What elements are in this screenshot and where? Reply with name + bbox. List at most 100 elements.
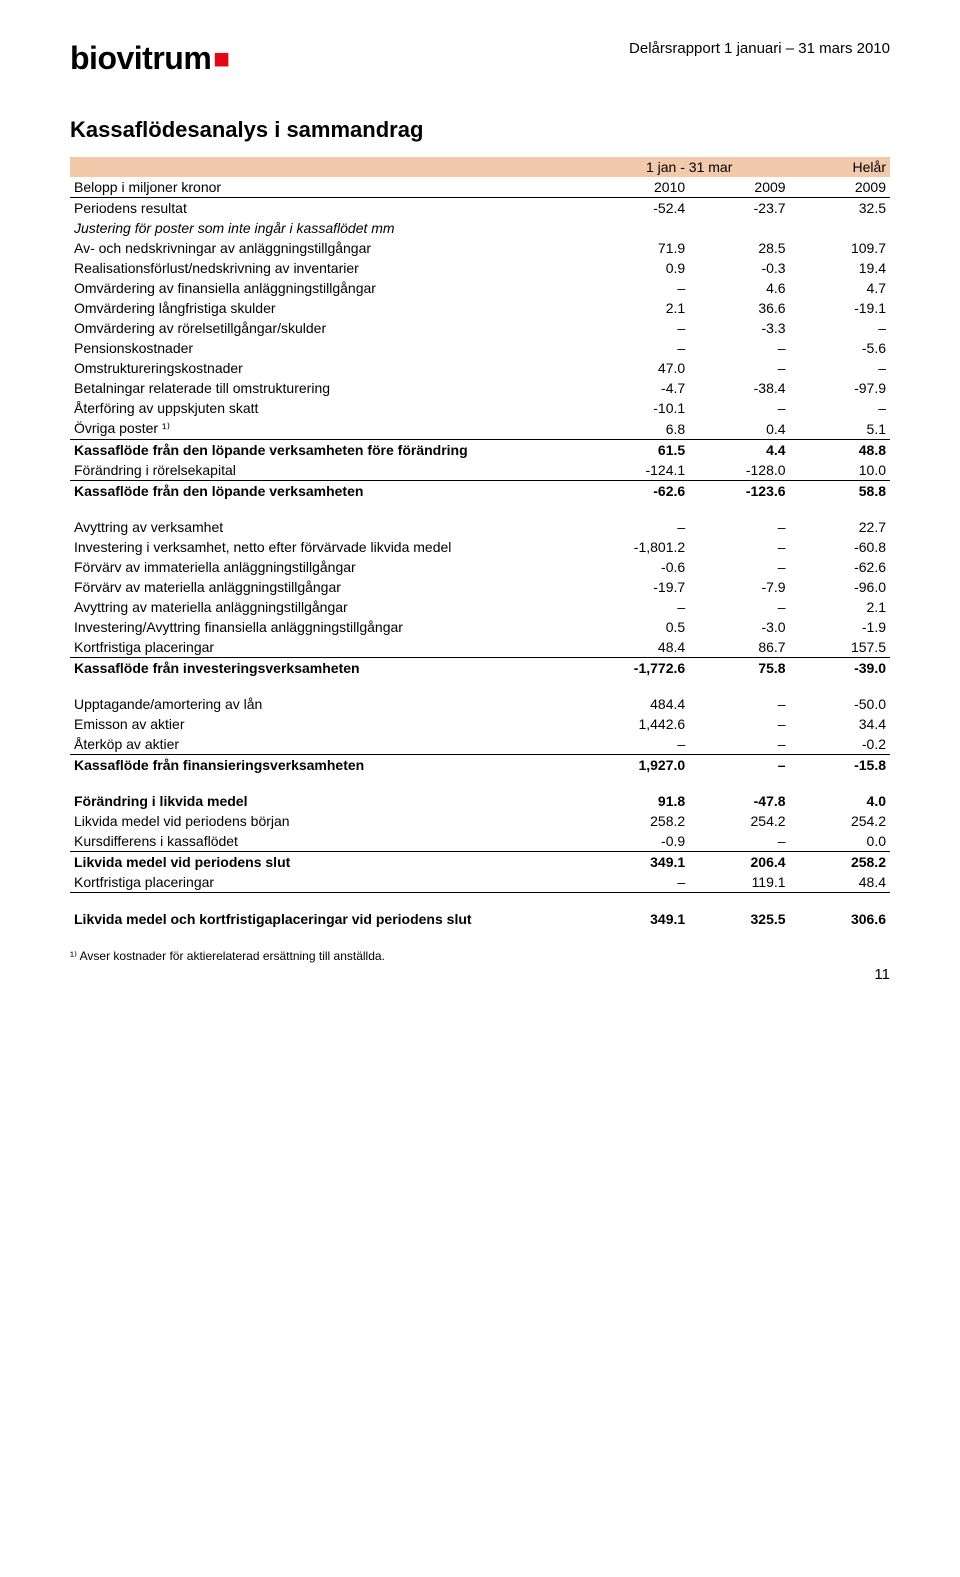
row-value: -39.0 [790,658,890,679]
row-value: 36.6 [689,298,789,318]
row-value: – [689,597,789,617]
row-value: 0.4 [689,418,789,440]
table-row: Omvärdering långfristiga skulder2.136.6-… [70,298,890,318]
row-value: – [689,755,789,776]
row-label: Omvärdering långfristiga skulder [70,298,589,318]
row-label: Likvida medel vid periodens början [70,811,589,831]
row-value: 5.1 [790,418,890,440]
row-value: -1,772.6 [589,658,689,679]
row-value: -0.3 [689,258,789,278]
row-value: – [589,318,689,338]
row-value: -62.6 [589,481,689,502]
row-value: – [689,694,789,714]
section-title: Kassaflödesanalys i sammandrag [70,117,890,143]
row-value: -10.1 [589,398,689,418]
row-value: – [689,517,789,537]
row-value: -3.0 [689,617,789,637]
row-label: Upptagande/amortering av lån [70,694,589,714]
row-value: -60.8 [790,537,890,557]
row-value: 349.1 [589,909,689,929]
table-row: Upptagande/amortering av lån484.4–-50.0 [70,694,890,714]
row-value [790,218,890,238]
table-row: Förändring i likvida medel91.8-47.84.0 [70,791,890,811]
row-value: 61.5 [589,440,689,461]
row-value: 2.1 [790,597,890,617]
row-value: 48.8 [790,440,890,461]
table-row: Kursdifferens i kassaflödet-0.9–0.0 [70,831,890,852]
row-value: 206.4 [689,852,789,873]
row-value: -123.6 [689,481,789,502]
row-value: 157.5 [790,637,890,658]
row-label: Pensionskostnader [70,338,589,358]
row-value: 34.4 [790,714,890,734]
row-value [689,218,789,238]
table-row: Investering i verksamhet, netto efter fö… [70,537,890,557]
table-row: Pensionskostnader––-5.6 [70,338,890,358]
row-value: -0.6 [589,557,689,577]
row-value: 325.5 [689,909,789,929]
row-label: Förändring i likvida medel [70,791,589,811]
row-label: Kassaflöde från investeringsverksamheten [70,658,589,679]
footnote: ¹⁾ Avser kostnader för aktierelaterad er… [70,949,890,963]
row-label: Kortfristiga placeringar [70,872,589,893]
period-col-janmar: 1 jan - 31 mar [589,157,790,177]
table-row: Emisson av aktier1,442.6–34.4 [70,714,890,734]
row-label: Realisationsförlust/nedskrivning av inve… [70,258,589,278]
row-value: -1.9 [790,617,890,637]
row-value: 258.2 [589,811,689,831]
table-row: Periodens resultat-52.4-23.732.5 [70,198,890,219]
row-value: 4.4 [689,440,789,461]
row-label: Justering för poster som inte ingår i ka… [70,218,589,238]
row-value: -3.3 [689,318,789,338]
year-col-1: 2009 [689,177,789,198]
row-value: 32.5 [790,198,890,219]
row-value: 48.4 [790,872,890,893]
table-row: Kortfristiga placeringar–119.148.4 [70,872,890,893]
table-row: Likvida medel vid periodens slut349.1206… [70,852,890,873]
row-label: Kassaflöde från finansieringsverksamhete… [70,755,589,776]
row-label: Kortfristiga placeringar [70,637,589,658]
row-label: Omstruktureringskostnader [70,358,589,378]
table-row: Kortfristiga placeringar48.486.7157.5 [70,637,890,658]
page-header: biovitrum■ Delårsrapport 1 januari – 31 … [70,40,890,77]
table-row: Likvida medel och kortfristigaplaceringa… [70,909,890,929]
table-row: Av- och nedskrivningar av anläggningstil… [70,238,890,258]
row-value: 119.1 [689,872,789,893]
row-value: 4.6 [689,278,789,298]
row-label: Omvärdering av finansiella anläggningsti… [70,278,589,298]
row-label: Avyttring av materiella anläggningstillg… [70,597,589,617]
row-value: – [790,318,890,338]
row-value: -47.8 [689,791,789,811]
row-value: -1,801.2 [589,537,689,557]
row-value: 349.1 [589,852,689,873]
row-value: 0.0 [790,831,890,852]
table-row: Förändring i rörelsekapital-124.1-128.01… [70,460,890,481]
year-col-0: 2010 [589,177,689,198]
row-value: 1,442.6 [589,714,689,734]
table-row: Likvida medel vid periodens början258.22… [70,811,890,831]
table-row: Kassaflöde från den löpande verksamheten… [70,481,890,502]
year-col-2: 2009 [790,177,890,198]
row-label: Förändring i rörelsekapital [70,460,589,481]
row-value: -7.9 [689,577,789,597]
row-label: Investering/Avyttring finansiella anlägg… [70,617,589,637]
table-row: Justering för poster som inte ingår i ka… [70,218,890,238]
table-row: Kassaflöde från finansieringsverksamhete… [70,755,890,776]
row-value: 6.8 [589,418,689,440]
row-value: 19.4 [790,258,890,278]
row-label: Kassaflöde från den löpande verksamheten [70,481,589,502]
row-value: – [689,537,789,557]
row-value: 4.7 [790,278,890,298]
row-value: -0.2 [790,734,890,755]
brand-dot-icon: ■ [213,43,229,75]
row-value: – [589,597,689,617]
row-value: – [589,734,689,755]
row-value: – [689,714,789,734]
table-row: Förvärv av immateriella anläggningstillg… [70,557,890,577]
table-row: Avyttring av materiella anläggningstillg… [70,597,890,617]
row-value: -19.7 [589,577,689,597]
row-value: 254.2 [689,811,789,831]
row-value: 306.6 [790,909,890,929]
row-value: – [790,358,890,378]
row-value: -124.1 [589,460,689,481]
